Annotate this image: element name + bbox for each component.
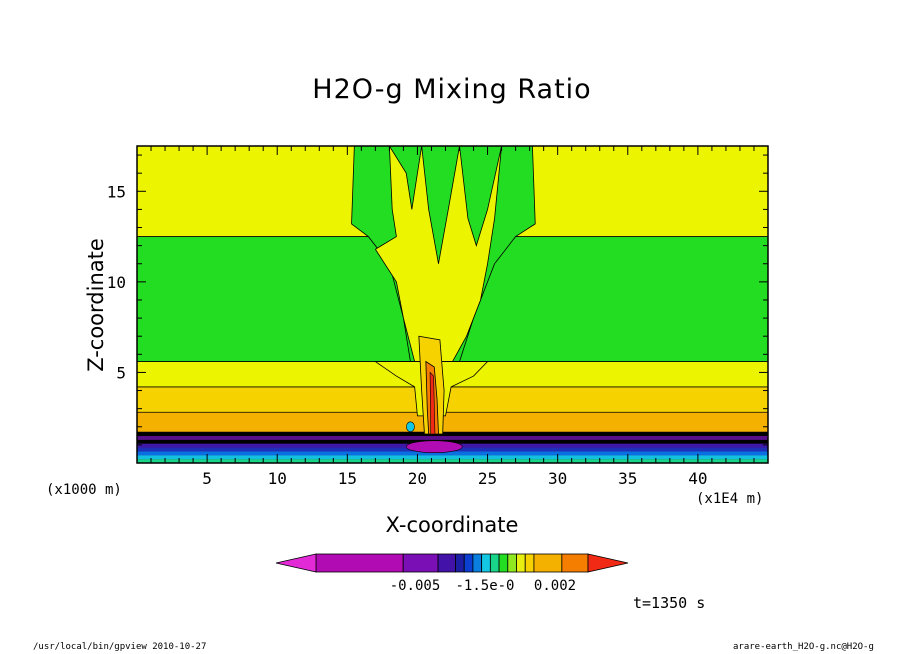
- y-tick-label-2: 15: [107, 182, 126, 201]
- surface-stripe-0: [137, 432, 768, 437]
- colorbar-cell-0: [315, 553, 404, 573]
- colorbar: -0.005 -1.5e-0 0.002: [275, 553, 629, 594]
- colorbar-cell-6: [481, 553, 491, 573]
- x-axis-label: X-coordinate: [385, 513, 519, 537]
- y-tick-label-1: 10: [107, 273, 126, 292]
- plot-frame: [136, 145, 769, 464]
- band-4: [137, 412, 768, 433]
- x-tick-label-3: 20: [408, 469, 427, 488]
- x-tick-label-7: 40: [688, 469, 707, 488]
- x-unit-label: (x1E4 m): [696, 491, 764, 507]
- surface-stripe-6: [137, 455, 768, 460]
- colorbar-label-1: -1.5e-0: [455, 578, 514, 594]
- plot-area: [137, 146, 768, 463]
- band-3: [137, 386, 768, 413]
- colorbar-cell-8: [498, 553, 509, 573]
- colorbar-cell-9: [507, 553, 517, 573]
- colorbar-cell-13: [561, 553, 589, 573]
- y-unit-label: (x1000 m): [46, 482, 122, 498]
- x-tick-label-4: 25: [478, 469, 497, 488]
- plume-surface-magenta: [405, 440, 463, 453]
- colorbar-cell-5: [472, 553, 483, 573]
- plume-cyan-blob: [406, 421, 415, 433]
- y-tick-label-0: 5: [116, 363, 126, 382]
- plume-core-red: [429, 371, 436, 435]
- colorbar-max-arrow: [587, 553, 629, 573]
- chart-title: H2O-g Mixing Ratio: [312, 74, 592, 105]
- surface-stripe-7: [137, 459, 768, 463]
- footer-left: /usr/local/bin/gpview 2010-10-27: [33, 642, 207, 652]
- x-tick-label-2: 15: [338, 469, 357, 488]
- plume-yellow: [374, 146, 502, 362]
- colorbar-cell-10: [516, 553, 526, 573]
- time-label: t=1350 s: [633, 594, 706, 612]
- colorbar-min-arrow: [275, 553, 317, 573]
- colorbar-cell-1: [402, 553, 439, 573]
- colorbar-cell-2: [437, 553, 456, 573]
- surface-stripe-2: [137, 439, 768, 444]
- surface-stripe-5: [137, 451, 768, 456]
- colorbar-label-0: -0.005: [390, 578, 441, 594]
- axis-ticks: 5 10 15 20 25 30 35 40 5 10 15: [107, 146, 768, 488]
- colorbar-cell-12: [533, 553, 563, 573]
- x-tick-label-5: 30: [548, 469, 567, 488]
- convective-plume: [351, 146, 536, 453]
- colorbar-cell-3: [455, 553, 465, 573]
- surface-stripe-1: [137, 436, 768, 440]
- colorbar-cell-11: [524, 553, 535, 573]
- x-tick-label-6: 35: [618, 469, 637, 488]
- x-tick-label-0: 5: [202, 469, 212, 488]
- colorbar-label-2: 0.002: [534, 578, 576, 594]
- colorbar-cell-7: [489, 553, 500, 573]
- footer-right: arare-earth_H2O-g.nc@H2O-g: [733, 642, 874, 652]
- x-tick-label-1: 10: [268, 469, 287, 488]
- colorbar-cell-4: [463, 553, 474, 573]
